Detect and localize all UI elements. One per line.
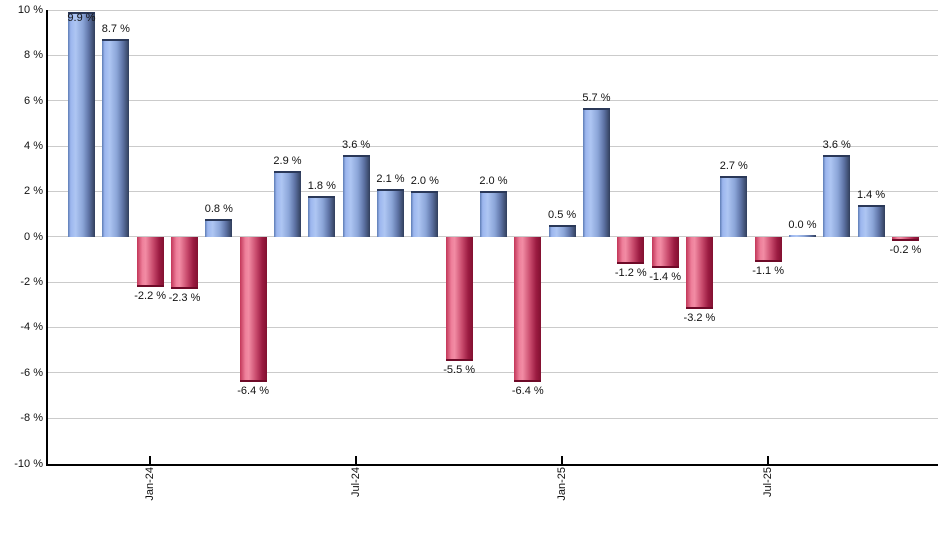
bar-value-label: -5.5 % [443, 364, 476, 377]
bar-value-label: 2.0 % [479, 175, 508, 188]
bar [170, 236, 198, 289]
bar-value-label: 2.7 % [719, 159, 748, 172]
bar [788, 235, 816, 237]
bar-value-label: -2.3 % [168, 291, 201, 304]
bar [685, 236, 713, 310]
x-axis-tick-label: Jan-24 [143, 467, 156, 501]
bar-value-label: -1.4 % [649, 271, 682, 284]
bar [857, 205, 885, 237]
y-axis-label: -4 % [20, 321, 43, 334]
gridline [48, 372, 938, 374]
y-axis-label: -2 % [20, 276, 43, 289]
y-axis-line [46, 10, 48, 466]
bar-value-label: 2.0 % [410, 175, 439, 188]
bar-value-label: -0.2 % [889, 244, 922, 257]
x-axis-tick-label: Jul-24 [349, 467, 362, 497]
bar-value-label: 2.9 % [273, 154, 302, 167]
gridline [48, 145, 938, 147]
bar [479, 191, 507, 237]
bar-value-label: 1.8 % [307, 179, 336, 192]
x-axis-tick [149, 456, 151, 464]
bar [651, 236, 679, 269]
y-axis-label: 10 % [17, 4, 43, 16]
bar [102, 39, 130, 237]
bar [136, 236, 164, 287]
bar-value-label: -1.2 % [614, 266, 647, 279]
bar [411, 191, 439, 237]
bar [720, 175, 748, 237]
bar [205, 218, 233, 237]
gridline [48, 417, 938, 419]
gridline [48, 100, 938, 102]
bar-value-label: 0.8 % [204, 202, 233, 215]
bar [514, 236, 542, 382]
y-axis-label: 8 % [24, 49, 43, 62]
bar [273, 170, 301, 237]
bar-value-label: 3.6 % [822, 139, 851, 152]
bar [754, 236, 782, 262]
y-axis-label: 0 % [24, 230, 43, 243]
bar [342, 155, 370, 237]
x-axis-tick [561, 456, 563, 464]
y-axis-label: -6 % [20, 366, 43, 379]
bar-value-label: -6.4 % [511, 384, 544, 397]
bar-value-label: 0.5 % [548, 209, 577, 222]
bar-value-label: -3.2 % [683, 312, 716, 325]
bar [548, 225, 576, 237]
bar-value-label: 2.1 % [376, 173, 405, 186]
bar [445, 236, 473, 362]
gridline [48, 9, 938, 11]
y-axis-label: -8 % [20, 412, 43, 425]
bar-value-label: 5.7 % [582, 91, 611, 104]
y-axis-label: 2 % [24, 185, 43, 198]
bar-value-label: -2.2 % [134, 289, 167, 302]
x-axis-tick [767, 456, 769, 464]
bar [582, 107, 610, 237]
y-axis-label: 4 % [24, 140, 43, 153]
bar-value-label: 1.4 % [857, 189, 886, 201]
y-axis-label: 6 % [24, 94, 43, 107]
x-axis-tick [355, 456, 357, 464]
bar-value-label: 9.9 % [67, 12, 96, 24]
gridline [48, 281, 938, 283]
bar [376, 189, 404, 237]
bar [308, 195, 336, 237]
bar [823, 155, 851, 237]
bar [239, 236, 267, 382]
x-axis-line [46, 463, 938, 466]
bar-value-label: -1.1 % [752, 264, 784, 277]
x-axis-tick-label: Jan-25 [555, 467, 568, 501]
bar [617, 236, 645, 264]
bar-value-label: 0.0 % [788, 219, 817, 232]
bar-value-label: 3.6 % [342, 139, 371, 152]
bar-value-label: 8.7 % [101, 23, 130, 36]
bar [891, 236, 919, 242]
bar [68, 12, 95, 237]
y-axis-label: -10 % [14, 457, 43, 470]
gridline [48, 236, 938, 238]
x-axis-tick-label: Jul-25 [761, 467, 774, 497]
bar-value-label: -6.4 % [237, 384, 270, 397]
gridline [48, 54, 938, 56]
gridline [48, 326, 938, 328]
